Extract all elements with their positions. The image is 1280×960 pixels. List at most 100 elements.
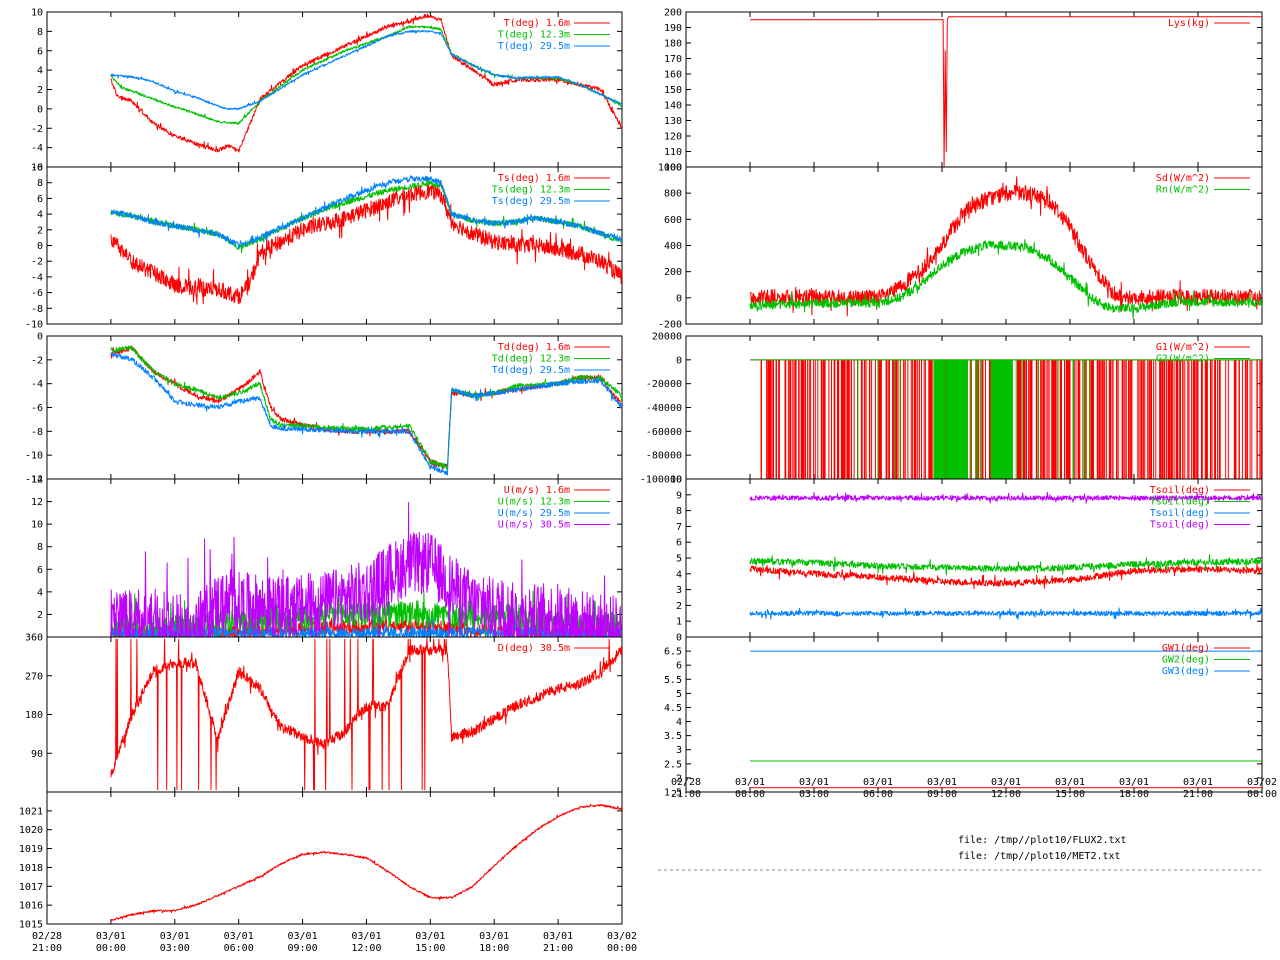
y-tick-label: 2.5 [664, 759, 682, 770]
y-tick-label: 2 [37, 85, 43, 96]
legend-label: Tsoil(deg) [1150, 497, 1210, 508]
series-line-2 [110, 345, 622, 470]
y-tick-label: -200 [658, 320, 682, 331]
y-tick-label: 1021 [19, 806, 43, 817]
x-tick-time: 18:00 [1119, 789, 1149, 800]
y-tick-label: -12 [25, 475, 43, 486]
legend-label: Ts(deg) 29.5m [492, 196, 570, 207]
legend-label: Td(deg) 12.3m [492, 354, 570, 365]
y-tick-label: -10 [25, 451, 43, 462]
y-tick-label: 5 [676, 689, 682, 700]
y-tick-label: 7 [676, 522, 682, 533]
y-tick-label: 3.5 [664, 731, 682, 742]
right-time-axis: 02/2821:0003/0100:0003/0103:0003/0106:00… [671, 777, 1277, 800]
y-tick-label: 0 [37, 241, 43, 252]
x-tick-date: 03/01 [415, 931, 445, 942]
panel-p7: 200 190 180 170 160 150 140 130 120 110 100 Lys(kg) [664, 8, 1263, 174]
y-tick-label: 4.5 [664, 703, 682, 714]
x-tick-date: 03/02 [1247, 777, 1277, 788]
legend-label: D(deg) 30.5m [498, 643, 570, 654]
y-tick-label: 6 [676, 538, 682, 549]
y-tick-label: 4 [37, 66, 43, 77]
series-line-1 [749, 562, 1262, 590]
x-tick-time: 00:00 [607, 943, 637, 954]
x-tick-time: 21:00 [32, 943, 62, 954]
y-tick-label: -10 [25, 320, 43, 331]
series-line-1 [749, 16, 1262, 167]
panel-p6: 1021 1020 1019 1018 1017 1016 1015 [19, 791, 623, 931]
y-tick-label: -8 [31, 427, 43, 438]
series-line-2 [749, 239, 1262, 320]
x-tick-time: 12:00 [991, 789, 1021, 800]
y-tick-label: 5.5 [664, 675, 682, 686]
left-time-axis: 02/2821:0003/0100:0003/0103:0003/0106:00… [32, 931, 637, 954]
x-tick-time: 00:00 [1247, 789, 1277, 800]
panel-p9: 20000 0 -20000 -40000 -60000 -80000 -100000 G1(… [640, 332, 1263, 486]
series-line-3 [110, 618, 622, 637]
x-tick-time: 21:00 [671, 789, 701, 800]
series-line-3 [749, 607, 1262, 620]
y-tick-label: 4 [676, 569, 682, 580]
x-tick-time: 18:00 [479, 943, 509, 954]
series-group [749, 650, 1262, 789]
series-group [110, 803, 622, 922]
right-panels: 200190180170160150140130120110100Lys(kg)… [640, 8, 1263, 799]
left-panels: 10 8 6 4 2 0 -2 -4 -6 T(deg) 1.6mT(deg) 12.3mT(de… [19, 8, 623, 931]
x-tick-time: 06:00 [224, 943, 254, 954]
y-tick-label: 4 [676, 717, 682, 728]
series-line-4 [110, 501, 622, 637]
y-tick-label: -100000 [640, 475, 682, 486]
series-group [750, 359, 1262, 479]
legend-label: GW1(deg) [1162, 643, 1210, 654]
y-tick-label: -4 [31, 272, 43, 283]
x-tick-date: 03/02 [607, 931, 637, 942]
series-group [749, 16, 1262, 167]
y-tick-label: 2 [676, 601, 682, 612]
series-group [110, 13, 622, 153]
x-tick-time: 15:00 [415, 943, 445, 954]
legend-label: Sd(W/m^2) [1156, 173, 1210, 184]
legend-label: Tsoil(deg) [1150, 485, 1210, 496]
x-tick-date: 03/01 [927, 777, 957, 788]
legend-label: G1(W/m^2) [1156, 342, 1210, 353]
y-tick-label: 10 [31, 520, 43, 531]
y-tick-label: 6 [37, 46, 43, 57]
y-tick-label: 1017 [19, 882, 43, 893]
y-tick-label: 10 [31, 8, 43, 19]
legend-label: U(m/s) 12.3m [498, 497, 570, 508]
x-tick-date: 03/01 [1183, 777, 1213, 788]
panel-frame [46, 791, 623, 925]
legend-label: Tsoil(deg) [1150, 508, 1210, 519]
x-tick-date: 03/01 [160, 931, 190, 942]
panel-p10: 109876543210Tsoil(deg)Tsoil(deg)Tsoil(de… [670, 475, 1263, 644]
y-tick-label: 400 [664, 241, 682, 252]
x-tick-time: 00:00 [735, 789, 765, 800]
x-tick-time: 03:00 [160, 943, 190, 954]
y-tick-label: 5 [676, 554, 682, 565]
x-tick-time: 03:00 [799, 789, 829, 800]
series-line-2 [750, 359, 1262, 479]
y-tick-label: -20000 [646, 379, 682, 390]
y-tick-label: -6 [31, 163, 43, 174]
x-tick-date: 03/01 [224, 931, 254, 942]
y-tick-label: -2 [31, 124, 43, 135]
legend-label: U(m/s) 29.5m [498, 508, 570, 519]
y-tick-label: 1 [676, 617, 682, 628]
y-tick-label: 14 [31, 475, 43, 486]
y-tick-label: -80000 [646, 451, 682, 462]
y-tick-label: 2 [37, 225, 43, 236]
panel-p1: 10 8 6 4 2 0 -2 -4 -6 T(deg) 1.6mT(deg) 12.3mT(de… [31, 8, 623, 174]
y-tick-label: 150 [664, 85, 682, 96]
x-tick-time: 21:00 [543, 943, 573, 954]
series-line-3 [110, 352, 622, 476]
y-tick-label: 270 [25, 671, 43, 682]
legend-label: Td(deg) 1.6m [498, 342, 570, 353]
y-tick-label: 2 [676, 773, 682, 784]
panel-p8: 1000 800 600 400 200 0 -200 Sd(W/m^2)Rn(W/m^2) [658, 163, 1263, 331]
x-tick-time: 15:00 [1055, 789, 1085, 800]
y-tick-label: 10 [670, 475, 682, 486]
panel-p5: 360 270 180 90 D(deg) 30.5m [25, 633, 623, 793]
panel-frame [685, 636, 1263, 793]
